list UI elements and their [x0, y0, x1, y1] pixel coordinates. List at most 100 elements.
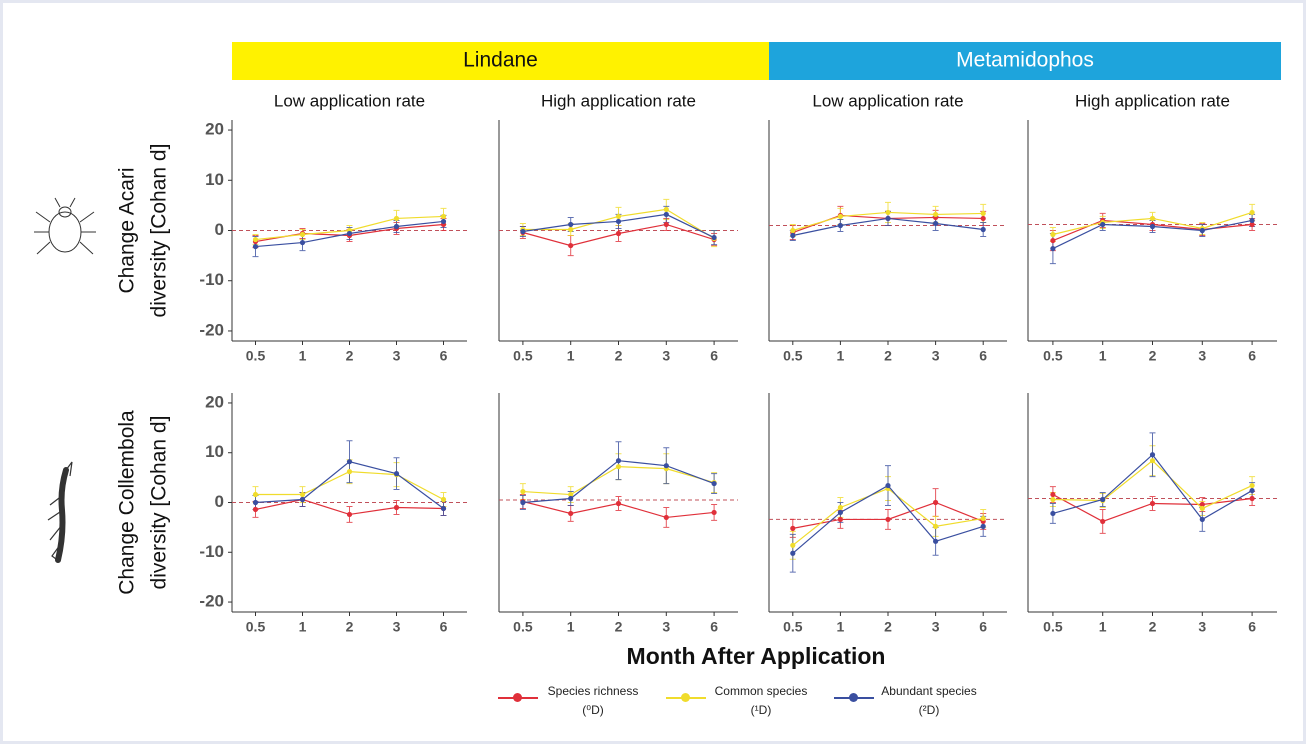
x-tick-label: 0.5 — [783, 619, 803, 635]
point — [568, 222, 573, 227]
x-tick-label: 0.5 — [246, 619, 266, 635]
legend-swatch-dot — [681, 693, 690, 702]
x-tick-label: 2 — [1149, 619, 1157, 635]
point — [933, 221, 938, 226]
point — [885, 210, 890, 215]
x-tick-label: 3 — [1198, 348, 1206, 364]
point — [981, 227, 986, 232]
point — [520, 500, 525, 505]
point — [616, 219, 621, 224]
x-tick-label: 2 — [1149, 348, 1157, 364]
x-tick-label: 6 — [1248, 619, 1256, 635]
y-tick-label: 20 — [205, 392, 224, 411]
point — [664, 212, 669, 217]
panel-title: Low application rate — [274, 91, 425, 110]
x-tick-label: 0.5 — [513, 348, 533, 364]
point — [616, 501, 621, 506]
x-tick-label: 1 — [1099, 619, 1107, 635]
point — [1050, 246, 1055, 251]
point — [1050, 497, 1055, 502]
point — [664, 515, 669, 520]
point — [347, 459, 352, 464]
chart: LindaneMetamidophosChange Acaridiversity… — [0, 0, 1306, 744]
x-tick-label: 1 — [837, 619, 845, 635]
mite-icon — [34, 198, 96, 254]
legend-swatch-dot — [513, 693, 522, 702]
point — [300, 497, 305, 502]
x-tick-label: 1 — [1099, 348, 1107, 364]
header-label: Lindane — [463, 49, 538, 72]
point — [1050, 511, 1055, 516]
point — [1200, 506, 1205, 511]
point — [885, 483, 890, 488]
point — [520, 229, 525, 234]
x-tick-label: 2 — [615, 619, 623, 635]
x-tick-label: 3 — [932, 619, 940, 635]
x-tick-label: 1 — [299, 348, 307, 364]
legend: Species richness (⁰D) Common species (¹D)… — [490, 682, 1010, 722]
x-tick-label: 6 — [710, 619, 718, 635]
y-tick-label: -10 — [199, 542, 224, 561]
point — [394, 216, 399, 221]
point — [253, 500, 258, 505]
point — [885, 517, 890, 522]
legend-item: Common species (¹D) — [658, 682, 828, 722]
point — [1150, 224, 1155, 229]
x-tick-label: 2 — [884, 348, 892, 364]
point — [1150, 458, 1155, 463]
x-tick-label: 0.5 — [513, 619, 533, 635]
point — [981, 216, 986, 221]
x-tick-label: 1 — [299, 619, 307, 635]
springtail-icon — [48, 462, 72, 562]
y-tick-label: -20 — [199, 320, 224, 339]
point — [838, 505, 843, 510]
point — [568, 243, 573, 248]
point — [616, 214, 621, 219]
legend-label: Common species (¹D) — [706, 682, 816, 720]
x-tick-label: 3 — [1198, 619, 1206, 635]
point — [394, 505, 399, 510]
point — [616, 231, 621, 236]
point — [790, 543, 795, 548]
panel-title: High application rate — [1075, 91, 1230, 110]
point — [712, 510, 717, 515]
x-tick-label: 0.5 — [1043, 348, 1063, 364]
point — [838, 223, 843, 228]
point — [1150, 501, 1155, 506]
point — [790, 551, 795, 556]
point — [300, 492, 305, 497]
point — [1250, 488, 1255, 493]
point — [347, 231, 352, 236]
y-tick-label: 0 — [215, 492, 224, 511]
point — [394, 471, 399, 476]
x-tick-label: 2 — [615, 348, 623, 364]
point — [790, 526, 795, 531]
x-tick-label: 6 — [1248, 348, 1256, 364]
point — [441, 219, 446, 224]
point — [1100, 519, 1105, 524]
point — [981, 516, 986, 521]
point — [933, 539, 938, 544]
x-tick-label: 1 — [837, 348, 845, 364]
panel: 0.5 1 2 3 6 — [1028, 393, 1277, 635]
point — [568, 511, 573, 516]
x-tick-label: 0.5 — [246, 348, 266, 364]
legend-item: Species richness (⁰D) — [490, 682, 660, 722]
y-tick-label: -10 — [199, 270, 224, 289]
x-tick-label: 2 — [884, 619, 892, 635]
point — [933, 500, 938, 505]
x-tick-label: 6 — [440, 348, 448, 364]
point — [933, 524, 938, 529]
point — [790, 228, 795, 233]
point — [253, 492, 258, 497]
point — [347, 469, 352, 474]
point — [1200, 517, 1205, 522]
point — [1250, 218, 1255, 223]
x-tick-label: 2 — [346, 619, 354, 635]
x-tick-label: 0.5 — [1043, 619, 1063, 635]
x-tick-label: 3 — [932, 348, 940, 364]
point — [1150, 216, 1155, 221]
point — [616, 464, 621, 469]
y-tick-label: 0 — [215, 220, 224, 239]
